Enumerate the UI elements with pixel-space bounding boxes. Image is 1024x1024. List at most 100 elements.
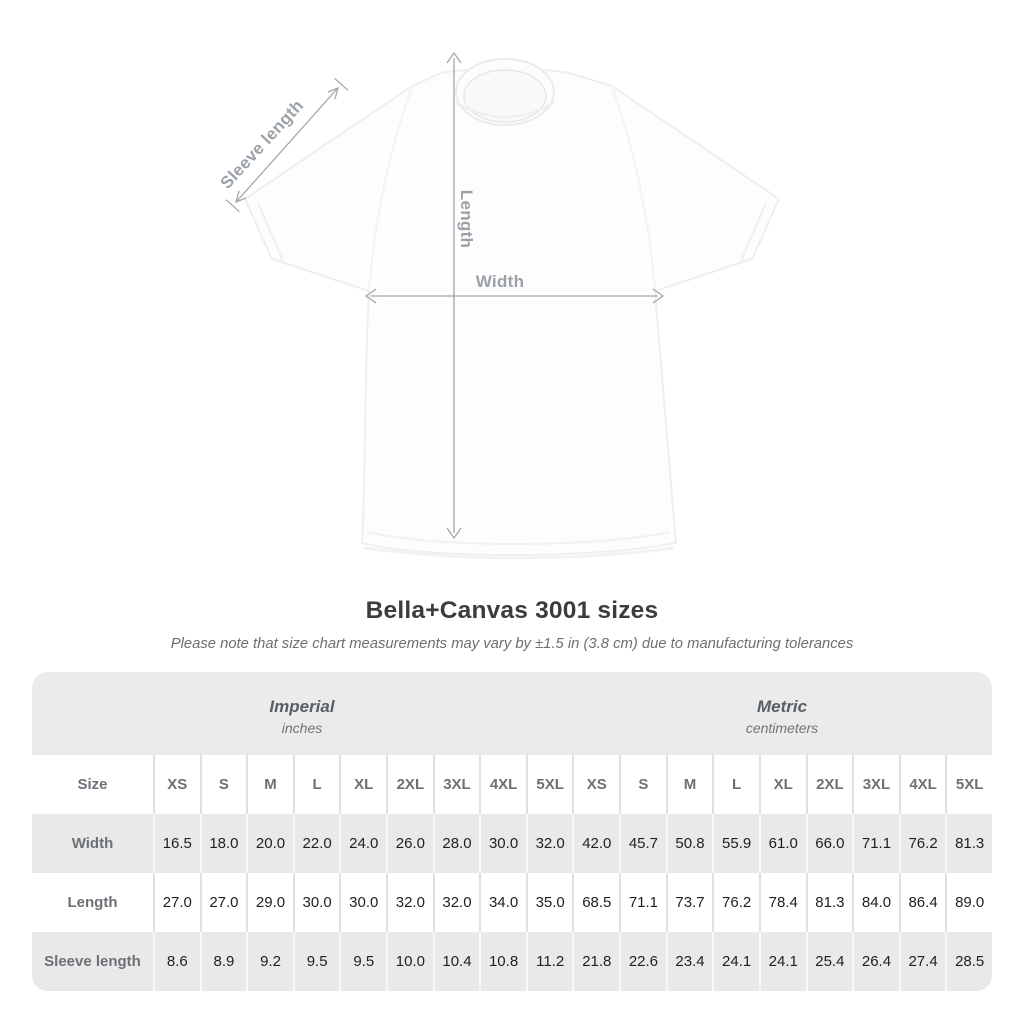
size-column-header-imperial: 4XL [479,755,526,814]
value-cell-metric: 76.2 [898,814,946,873]
value-cell-imperial: 8.6 [153,932,200,991]
value-cell-metric: 71.1 [619,873,666,932]
measurement-row: Sleeve length 8.6 8.9 9.2 9.5 9.5 10.0 10.4 10.8… [32,932,992,991]
value-cell-imperial: 34.0 [479,873,526,932]
value-cell-metric: 24.1 [712,932,759,991]
tshirt-illustration [244,67,780,556]
value-cell-metric: 78.4 [758,873,806,932]
value-cell-imperial: 27.0 [199,873,247,932]
left-cuff-line [257,202,284,262]
value-cell-imperial: 18.0 [199,814,247,873]
value-cell-imperial: 8.9 [199,932,247,991]
value-cell-metric: 86.4 [898,873,946,932]
value-cell-metric: 45.7 [619,814,666,873]
collar-band-line [455,102,555,118]
row-label: Width [71,835,114,852]
value-cell-imperial: 26.0 [386,814,433,873]
row-label: Length [67,894,118,911]
value-cell-imperial: 9.2 [246,932,293,991]
value-cell-imperial: 30.0 [479,814,526,873]
hem-stitch-line [367,531,671,545]
metric-header: Metric centimeters [572,672,992,755]
value-cell-imperial: 29.0 [246,873,293,932]
value-cell-imperial: 9.5 [339,932,386,991]
value-cell-metric: 81.3 [945,814,992,873]
value-cell-imperial: 28.0 [432,814,480,873]
value-cell-metric: 22.6 [619,932,666,991]
tshirt-measurement-diagram: Sleeve length Length Width [217,51,780,560]
value-cell-metric: 61.0 [758,814,806,873]
value-cell-imperial: 16.5 [153,814,200,873]
size-header-row: Size XS S M L XL 2XL 3XL 4XL 5XL XS S M L XL 2XL 3XL 4XL 5… [32,755,992,814]
value-cell-imperial: 32.0 [386,873,433,932]
imperial-sublabel: inches [281,720,323,736]
value-cell-metric: 25.4 [805,932,853,991]
value-cell-metric: 89.0 [945,873,992,932]
size-column-header-imperial: 3XL [432,755,480,814]
metric-label: Metric [756,697,808,716]
size-column-header-metric: 5XL [945,755,992,814]
value-cell-imperial: 22.0 [292,814,340,873]
value-cell-metric: 73.7 [665,873,713,932]
value-cell-metric: 81.3 [805,873,853,932]
size-column-header-metric: 2XL [805,755,853,814]
size-column-header-metric: L [712,755,759,814]
imperial-label: Imperial [269,697,335,716]
value-cell-metric: 71.1 [852,814,899,873]
value-cell-metric: 68.5 [572,873,619,932]
size-column-header-imperial: M [246,755,293,814]
width-label: Width [476,272,525,291]
value-cell-imperial: 32.0 [525,814,573,873]
imperial-header: Imperial inches [32,672,572,755]
chart-note: Please note that size chart measurements… [170,636,854,652]
value-cell-metric: 28.5 [945,932,992,991]
size-column-header-metric: M [665,755,713,814]
value-cell-metric: 66.0 [805,814,853,873]
measurement-row: Length 27.0 27.0 29.0 30.0 30.0 32.0 32.0 34.0 35… [32,873,992,932]
size-header: Size [77,776,108,793]
value-cell-imperial: 9.5 [292,932,340,991]
measurement-row: Width 16.5 18.0 20.0 22.0 24.0 26.0 28.0 30.0 32.… [32,814,992,873]
value-cell-imperial: 10.4 [432,932,480,991]
size-column-header-metric: S [619,755,666,814]
size-column-header-imperial: 2XL [386,755,433,814]
chart-title: Bella+Canvas 3001 sizes [365,597,659,624]
size-column-header-metric: XL [758,755,806,814]
size-column-header-imperial: L [292,755,340,814]
size-column-header-imperial: XL [339,755,386,814]
value-cell-imperial: 32.0 [432,873,480,932]
metric-sublabel: centimeters [745,720,819,736]
size-column-header-metric: XS [572,755,619,814]
value-cell-imperial: 20.0 [246,814,293,873]
hem-shadow [363,546,675,560]
table-rows: Size XS S M L XL 2XL 3XL 4XL 5XL XS S M L XL 2XL 3XL 4XL 5… [32,755,992,991]
value-cell-metric: 24.1 [758,932,806,991]
length-label: Length [457,190,476,248]
size-column-header-imperial: XS [153,755,200,814]
value-cell-imperial: 30.0 [339,873,386,932]
units-header-band: Imperial inches Metric centimeters [32,672,992,755]
right-sleeve-seam [611,85,656,292]
value-cell-metric: 21.8 [572,932,619,991]
value-cell-metric: 42.0 [572,814,619,873]
value-cell-imperial: 11.2 [525,932,573,991]
value-cell-imperial: 10.8 [479,932,526,991]
size-table: Imperial inches Metric centimeters Size X… [32,672,992,991]
value-cell-imperial: 35.0 [525,873,573,932]
size-column-header-imperial: 5XL [525,755,573,814]
collar-inner [463,69,547,123]
value-cell-metric: 50.8 [665,814,713,873]
value-cell-metric: 27.4 [898,932,946,991]
value-cell-metric: 55.9 [712,814,759,873]
width-arrow [364,288,665,304]
size-column-header-metric: 4XL [898,755,946,814]
left-sleeve-seam [368,85,413,292]
right-cuff-line [740,202,767,262]
value-cell-imperial: 10.0 [386,932,433,991]
value-cell-metric: 84.0 [852,873,899,932]
size-column-header-imperial: S [199,755,247,814]
value-cell-imperial: 27.0 [153,873,200,932]
row-label: Sleeve length [44,953,141,970]
value-cell-imperial: 30.0 [292,873,340,932]
